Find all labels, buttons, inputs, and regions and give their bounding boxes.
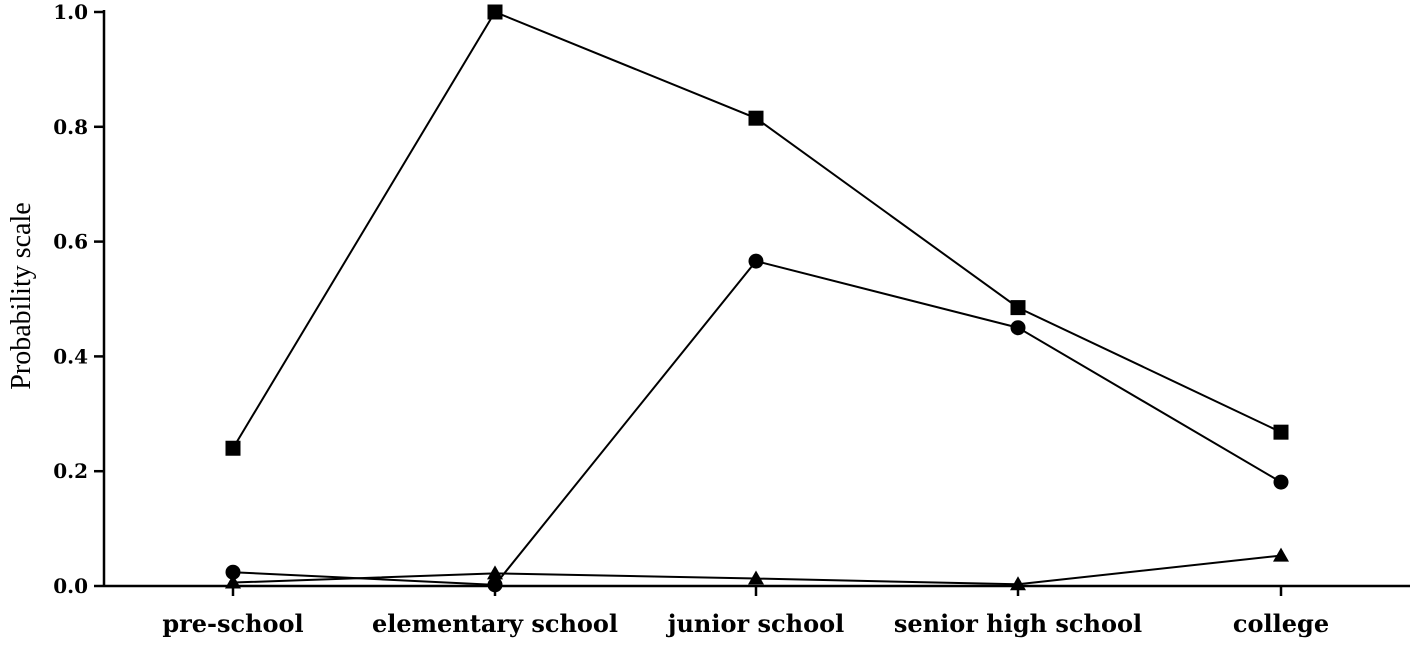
circle-marker bbox=[225, 564, 241, 580]
series-triangle bbox=[225, 547, 1289, 591]
x-tick-label: elementary school bbox=[372, 609, 618, 638]
y-axis-title: Probability scale bbox=[6, 202, 37, 389]
x-axis: pre-school elementary school junior school… bbox=[104, 584, 1410, 638]
x-tick-label: pre-school bbox=[162, 609, 303, 638]
circle-marker bbox=[748, 253, 764, 269]
square-marker bbox=[225, 440, 241, 456]
series-square bbox=[225, 4, 1289, 456]
series-group bbox=[225, 4, 1289, 593]
series-line bbox=[232, 10, 1282, 449]
circle-marker bbox=[1273, 474, 1289, 490]
triangle-marker bbox=[225, 574, 241, 589]
y-tick-label: 0.8 bbox=[53, 115, 88, 139]
square-marker bbox=[487, 4, 503, 20]
square-marker bbox=[1273, 424, 1289, 440]
triangle-marker bbox=[1010, 576, 1026, 591]
triangle-marker bbox=[1273, 547, 1289, 562]
triangle-marker bbox=[748, 570, 764, 585]
circle-marker bbox=[487, 577, 503, 593]
y-tick-label: 0.2 bbox=[53, 459, 88, 483]
triangle-marker bbox=[487, 565, 503, 580]
series-circle bbox=[225, 253, 1289, 593]
y-tick-label: 0.6 bbox=[53, 230, 88, 254]
x-tick-label: junior school bbox=[666, 609, 844, 638]
y-axis: 0.0 0.2 0.4 0.6 0.8 1.0 bbox=[53, 0, 106, 598]
x-tick-label: senior high school bbox=[894, 609, 1142, 638]
y-tick-label: 1.0 bbox=[53, 0, 88, 24]
y-tick-label: 0.4 bbox=[53, 344, 88, 368]
x-tick-label: college bbox=[1233, 609, 1329, 638]
circle-marker bbox=[1010, 320, 1026, 336]
square-marker bbox=[748, 110, 764, 126]
square-marker bbox=[1010, 300, 1026, 316]
series-line bbox=[232, 259, 1282, 586]
y-tick-label: 0.0 bbox=[53, 574, 88, 598]
